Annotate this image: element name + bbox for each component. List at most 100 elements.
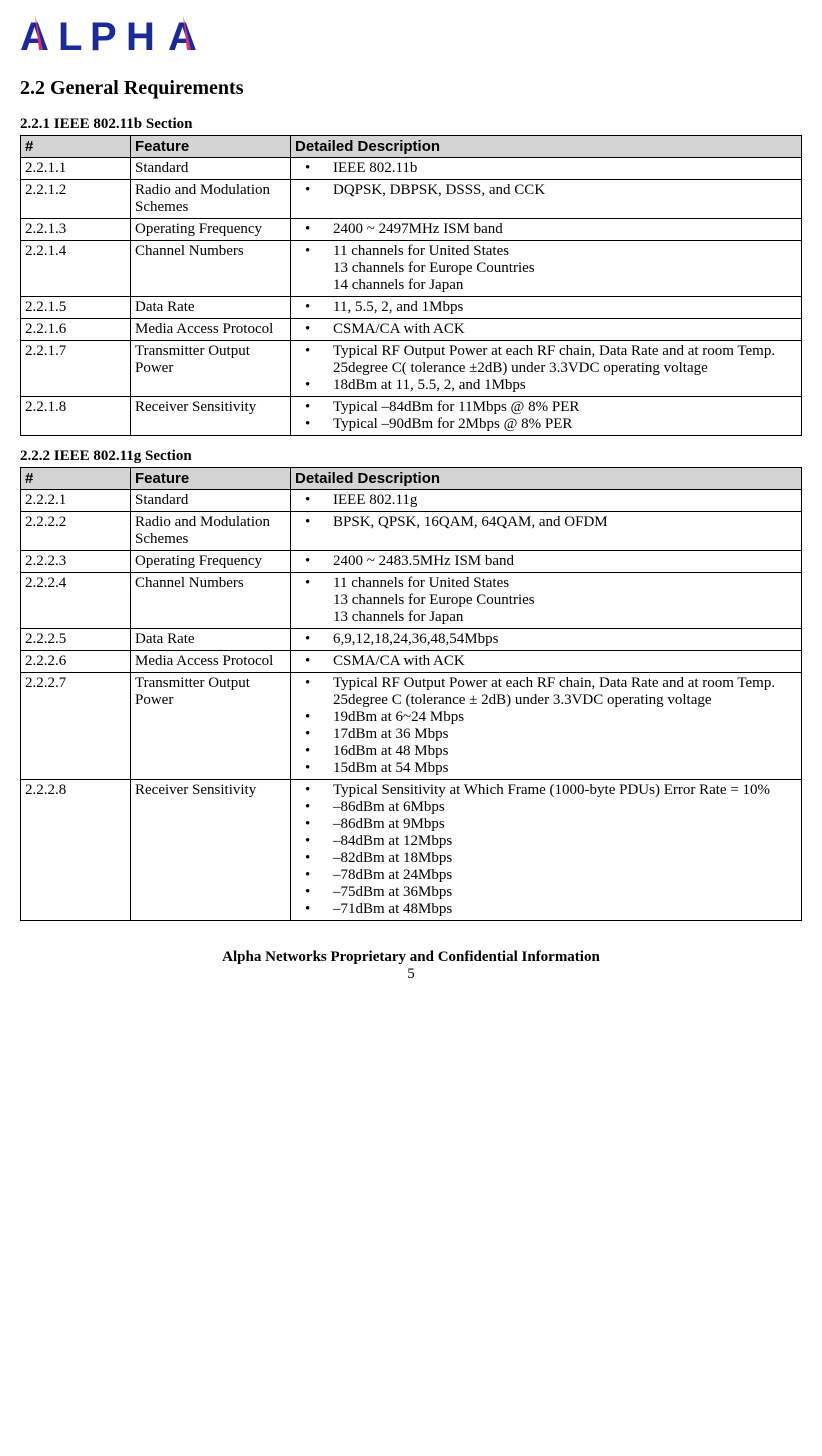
table-row: 2.2.2.6Media Access Protocol•CSMA/CA wit… [21, 651, 802, 673]
section-heading: 2.2.1 IEEE 802.11b Section [20, 116, 802, 133]
bullet-text: 18dBm at 11, 5.5, 2, and 1Mbps [333, 377, 797, 394]
bullet-icon: • [295, 816, 333, 833]
bullet-subline: 14 channels for Japan [295, 277, 797, 294]
cell-description: •BPSK, QPSK, 16QAM, 64QAM, and OFDM [291, 512, 802, 551]
table-header: Feature [131, 136, 291, 158]
cell-num: 2.2.1.5 [21, 297, 131, 319]
bullet-text: Typical –90dBm for 2Mbps @ 8% PER [333, 416, 797, 433]
cell-feature: Standard [131, 490, 291, 512]
bullet-icon: • [295, 631, 333, 648]
table-row: 2.2.1.3Operating Frequency•2400 ~ 2497MH… [21, 219, 802, 241]
bullet-icon: • [295, 760, 333, 777]
logo-svg: A L P H A [20, 10, 250, 63]
bullet-icon: • [295, 399, 333, 416]
cell-feature: Media Access Protocol [131, 651, 291, 673]
bullet-icon: • [295, 221, 333, 238]
cell-description: •Typical Sensitivity at Which Frame (100… [291, 780, 802, 921]
cell-num: 2.2.1.7 [21, 341, 131, 397]
cell-description: •2400 ~ 2497MHz ISM band [291, 219, 802, 241]
bullet-icon: • [295, 653, 333, 670]
bullet-text: Typical –84dBm for 11Mbps @ 8% PER [333, 399, 797, 416]
cell-description: •DQPSK, DBPSK, DSSS, and CCK [291, 180, 802, 219]
cell-num: 2.2.2.1 [21, 490, 131, 512]
table-header: Feature [131, 468, 291, 490]
table-header: # [21, 136, 131, 158]
table-row: 2.2.2.2Radio and Modulation Schemes•BPSK… [21, 512, 802, 551]
table-row: 2.2.1.2Radio and Modulation Schemes•DQPS… [21, 180, 802, 219]
svg-text:A: A [168, 15, 196, 58]
bullet-icon: • [295, 743, 333, 760]
cell-feature: Receiver Sensitivity [131, 780, 291, 921]
bullet-icon: • [295, 553, 333, 570]
bullet-icon: • [295, 726, 333, 743]
bullet-text: –84dBm at 12Mbps [333, 833, 797, 850]
footer-text: Alpha Networks Proprietary and Confident… [20, 949, 802, 966]
cell-feature: Operating Frequency [131, 551, 291, 573]
cell-feature: Channel Numbers [131, 573, 291, 629]
bullet-text: 2400 ~ 2497MHz ISM band [333, 221, 797, 238]
bullet-text: –75dBm at 36Mbps [333, 884, 797, 901]
bullet-icon: • [295, 343, 333, 377]
cell-description: •Typical RF Output Power at each RF chai… [291, 341, 802, 397]
cell-description: •IEEE 802.11b [291, 158, 802, 180]
bullet-icon: • [295, 850, 333, 867]
bullet-icon: • [295, 416, 333, 433]
cell-num: 2.2.2.3 [21, 551, 131, 573]
bullet-icon: • [295, 901, 333, 918]
table-row: 2.2.2.7Transmitter Output Power•Typical … [21, 673, 802, 780]
bullet-text: 11, 5.5, 2, and 1Mbps [333, 299, 797, 316]
bullet-text: IEEE 802.11b [333, 160, 797, 177]
bullet-icon: • [295, 884, 333, 901]
bullet-icon: • [295, 709, 333, 726]
cell-num: 2.2.1.2 [21, 180, 131, 219]
table-row: 2.2.1.8Receiver Sensitivity•Typical –84d… [21, 397, 802, 436]
bullet-text: –71dBm at 48Mbps [333, 901, 797, 918]
bullet-icon: • [295, 799, 333, 816]
heading-main: 2.2 General Requirements [20, 77, 802, 100]
bullet-icon: • [295, 675, 333, 709]
table-row: 2.2.1.6Media Access Protocol•CSMA/CA wit… [21, 319, 802, 341]
cell-description: •Typical RF Output Power at each RF chai… [291, 673, 802, 780]
table-row: 2.2.1.7Transmitter Output Power•Typical … [21, 341, 802, 397]
cell-num: 2.2.2.2 [21, 512, 131, 551]
cell-description: •11 channels for United States13 channel… [291, 241, 802, 297]
bullet-icon: • [295, 575, 333, 592]
cell-num: 2.2.2.7 [21, 673, 131, 780]
cell-num: 2.2.1.8 [21, 397, 131, 436]
svg-text:P: P [90, 15, 116, 58]
bullet-text: 16dBm at 48 Mbps [333, 743, 797, 760]
bullet-text: 11 channels for United States [333, 575, 797, 592]
table-header: Detailed Description [291, 136, 802, 158]
cell-feature: Receiver Sensitivity [131, 397, 291, 436]
cell-num: 2.2.2.6 [21, 651, 131, 673]
bullet-icon: • [295, 243, 333, 260]
bullet-subline: 13 channels for Europe Countries [295, 260, 797, 277]
bullet-text: 19dBm at 6~24 Mbps [333, 709, 797, 726]
cell-num: 2.2.1.4 [21, 241, 131, 297]
cell-num: 2.2.1.1 [21, 158, 131, 180]
cell-description: •2400 ~ 2483.5MHz ISM band [291, 551, 802, 573]
bullet-text: –82dBm at 18Mbps [333, 850, 797, 867]
cell-feature: Media Access Protocol [131, 319, 291, 341]
table-row: 2.2.1.4Channel Numbers•11 channels for U… [21, 241, 802, 297]
bullet-subline: 13 channels for Japan [295, 609, 797, 626]
cell-description: •CSMA/CA with ACK [291, 319, 802, 341]
cell-description: •6,9,12,18,24,36,48,54Mbps [291, 629, 802, 651]
cell-feature: Transmitter Output Power [131, 341, 291, 397]
bullet-icon: • [295, 321, 333, 338]
cell-description: •CSMA/CA with ACK [291, 651, 802, 673]
bullet-icon: • [295, 514, 333, 531]
svg-text:A: A [20, 15, 48, 58]
cell-feature: Data Rate [131, 629, 291, 651]
bullet-icon: • [295, 299, 333, 316]
table-row: 2.2.2.5Data Rate•6,9,12,18,24,36,48,54Mb… [21, 629, 802, 651]
bullet-text: 17dBm at 36 Mbps [333, 726, 797, 743]
cell-feature: Radio and Modulation Schemes [131, 180, 291, 219]
cell-num: 2.2.2.5 [21, 629, 131, 651]
bullet-icon: • [295, 867, 333, 884]
bullet-icon: • [295, 492, 333, 509]
logo: A L P H A [20, 10, 802, 63]
table-row: 2.2.1.1Standard•IEEE 802.11b [21, 158, 802, 180]
cell-description: •Typical –84dBm for 11Mbps @ 8% PER•Typi… [291, 397, 802, 436]
table-header: # [21, 468, 131, 490]
